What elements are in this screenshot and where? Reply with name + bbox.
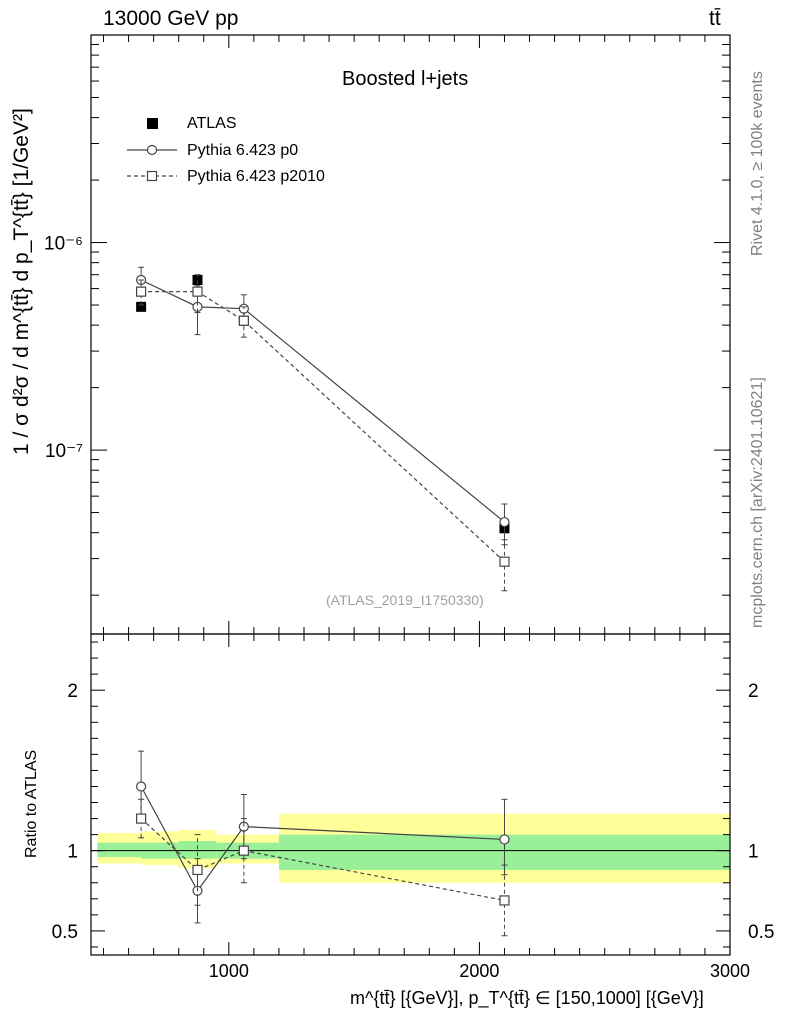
series-line-1 (141, 291, 505, 563)
ratio-line-0 (140, 786, 505, 892)
ratio-tick-label-right: 2 (748, 681, 759, 702)
atlas-data-point (192, 275, 203, 286)
atlas-data-point (136, 301, 147, 312)
ratio-axis-title: Ratio to ATLAS (23, 749, 40, 858)
series-point-square (499, 556, 510, 567)
x-tick-label: 3000 (710, 961, 750, 981)
ratio-stat-band (178, 841, 217, 859)
x-tick-label: 1000 (209, 961, 249, 981)
ratio-tick-label-right: 0.5 (748, 922, 774, 943)
series-point-circle (499, 516, 510, 528)
process-label: tt̄ (709, 7, 721, 30)
legend-marker-p2010 (146, 170, 158, 182)
ratio-tick-label: 0.5 (52, 922, 78, 943)
ratio-point-circle (499, 834, 510, 845)
ratio-point-square (238, 845, 249, 856)
ratio-tick-label: 2 (67, 681, 78, 702)
y-axis-title: 1 / σ d²σ / d m^{tt̄} d p_T^{tt̄} [1/GeV… (10, 108, 33, 455)
legend-label-p0: Pythia 6.423 p0 (187, 142, 299, 159)
analysis-tag: (ATLAS_2019_I1750330) (326, 592, 484, 608)
energy-label: 13000 GeV pp (103, 7, 239, 30)
series-point-square (192, 286, 203, 297)
mcplots-label: mcplots.cern.ch [arXiv:2401.10621] (749, 377, 766, 628)
ratio-panel-frame (90, 633, 731, 956)
legend-label-atlas: ATLAS (187, 115, 237, 132)
ratio-tick-label-right: 1 (748, 842, 759, 863)
ratio-point-square (499, 895, 510, 906)
series-point-square (238, 315, 249, 326)
legend-marker-p0 (146, 144, 158, 156)
ratio-point-square (192, 864, 203, 876)
ratio-stat-band (97, 842, 142, 858)
series-point-square (136, 286, 147, 297)
x-axis-title: m^{tt̄} [{GeV}], p_T^{tt̄} ∈ [150,1000] … (350, 988, 704, 1008)
rivet-version-label: Rivet 4.1.0, ≥ 100k events (749, 71, 766, 256)
legend-marker-atlas (147, 118, 158, 129)
y-tick-label: 10⁻⁶ (44, 234, 83, 255)
y-tick-label: 10⁻⁷ (45, 441, 83, 462)
x-tick-label: 2000 (459, 961, 499, 981)
ratio-point-circle (136, 781, 147, 792)
series-line-0 (140, 279, 505, 523)
ratio-tick-label: 1 (67, 842, 78, 863)
ratio-point-square (136, 813, 147, 824)
legend-label-p2010: Pythia 6.423 p2010 (187, 168, 325, 185)
ratio-line-1 (140, 818, 505, 902)
chart-title: Boosted l+jets (342, 68, 469, 90)
